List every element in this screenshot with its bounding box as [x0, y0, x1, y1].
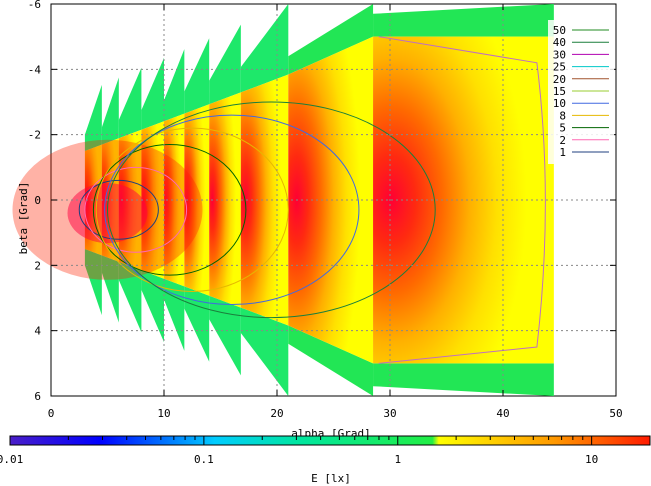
contour-line: [95, 127, 289, 292]
legend-label: 25: [553, 61, 566, 74]
sector-core: [209, 92, 241, 308]
sector-wing-bottom: [184, 286, 210, 362]
contour-line: [78, 179, 159, 240]
y-tick-label: 4: [34, 325, 41, 338]
grid-layer: [51, 4, 616, 396]
legend-label: 2: [559, 134, 566, 147]
x-axis-ticks: 0 10 20 30 40 50: [48, 4, 623, 420]
sector-wing-top: [118, 67, 142, 139]
x-tick-label: 30: [383, 407, 396, 420]
y-axis-label: beta [Grad]: [17, 182, 30, 255]
legend-label: 5: [559, 122, 566, 135]
colorbar-ticks: 0.01 0.1 1 10: [0, 436, 651, 466]
x-tick-label: 0: [48, 407, 55, 420]
colorbar-tick-label: 10: [585, 453, 598, 466]
sector-wing-top: [209, 24, 241, 105]
sector-wing-bottom: [118, 261, 142, 333]
sector-core: [288, 36, 374, 364]
sector-wing-bottom: [164, 278, 185, 351]
y-tick-label: 0: [34, 194, 41, 207]
colorbar-tick-label: 1: [394, 453, 401, 466]
legend-label: 10: [553, 97, 566, 110]
contour-line: [104, 114, 360, 306]
y-tick-label: -6: [28, 0, 41, 11]
sector-wing-top: [184, 38, 210, 114]
contour-layer: [78, 36, 546, 364]
sector-wing-top: [164, 49, 185, 122]
colorbar-label: E [lx]: [311, 472, 351, 485]
colorbar: [9, 435, 651, 446]
contour-line: [107, 101, 436, 319]
y-tick-label: 6: [34, 390, 41, 403]
sector-core: [164, 113, 185, 287]
contour-line: [84, 166, 188, 253]
sector-wing-bottom: [240, 307, 289, 396]
colorbar-tick-label: 0.01: [0, 453, 23, 466]
y-axis-ticks: -6 -4 -2 0 2 4 6: [28, 0, 616, 403]
contour-line: [92, 143, 247, 276]
legend-label: 8: [559, 109, 566, 122]
y-tick-label: -4: [28, 63, 42, 76]
legend-label: 30: [553, 48, 566, 61]
sector-core: [373, 36, 554, 364]
sector-wing-top: [141, 57, 164, 130]
colorbar-tick-label: 0.1: [194, 453, 214, 466]
legend-label: 40: [553, 36, 566, 49]
legend-label: 20: [553, 73, 566, 86]
y-tick-label: -2: [28, 129, 41, 142]
sector-wing-top: [373, 4, 554, 37]
y-tick-label: 2: [34, 259, 41, 272]
x-tick-label: 50: [609, 407, 622, 420]
sector-wing-top: [288, 4, 374, 75]
sector-wing-bottom: [101, 255, 119, 323]
sector-wing-bottom: [373, 363, 554, 396]
sector-wing-bottom: [288, 325, 374, 396]
sector-wing-bottom: [209, 295, 241, 376]
x-tick-label: 20: [270, 407, 283, 420]
legend-label: 50: [553, 24, 566, 37]
sector-core: [240, 74, 289, 326]
contour-line: [378, 36, 546, 364]
legend-label: 1: [559, 146, 566, 159]
x-tick-label: 40: [496, 407, 509, 420]
x-tick-label: 10: [157, 407, 170, 420]
sector-wing-top: [101, 77, 119, 145]
sector-wing-top: [240, 4, 289, 93]
legend-label: 15: [553, 85, 566, 98]
